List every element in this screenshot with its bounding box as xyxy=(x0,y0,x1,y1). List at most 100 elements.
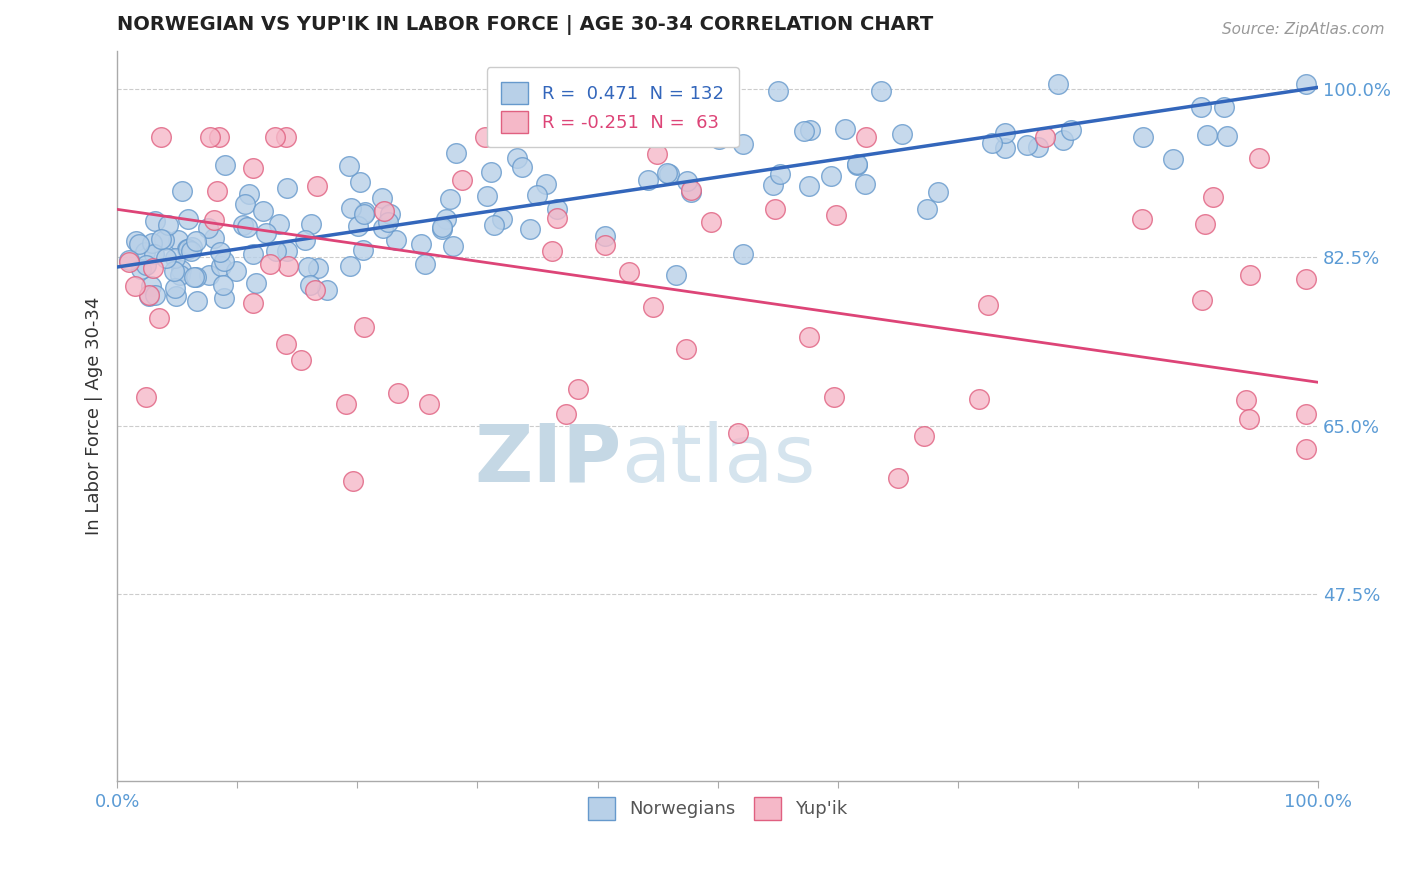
Point xyxy=(242,161,264,175)
Point xyxy=(143,288,166,302)
Point xyxy=(138,288,160,302)
Point xyxy=(232,218,254,232)
Point xyxy=(593,238,616,252)
Point xyxy=(637,173,659,187)
Point xyxy=(212,278,235,293)
Point xyxy=(409,237,432,252)
Point xyxy=(657,166,679,180)
Point xyxy=(1060,123,1083,137)
Point xyxy=(274,130,297,145)
Point xyxy=(184,235,207,249)
Point xyxy=(430,222,453,236)
Point xyxy=(138,289,160,303)
Point xyxy=(681,183,703,197)
Point xyxy=(845,157,868,171)
Point xyxy=(208,130,231,145)
Point xyxy=(1052,133,1074,147)
Point xyxy=(707,132,730,146)
Point xyxy=(825,208,848,222)
Point xyxy=(1026,139,1049,153)
Point xyxy=(184,270,207,285)
Point xyxy=(994,140,1017,154)
Point xyxy=(149,232,172,246)
Point xyxy=(169,268,191,283)
Point xyxy=(209,244,232,259)
Point xyxy=(236,219,259,234)
Point xyxy=(679,185,702,199)
Point xyxy=(1202,190,1225,204)
Point xyxy=(526,187,548,202)
Point xyxy=(665,268,688,283)
Point xyxy=(256,226,278,240)
Point xyxy=(198,268,221,282)
Point xyxy=(617,265,640,279)
Point xyxy=(135,258,157,272)
Point xyxy=(373,220,395,235)
Point xyxy=(444,146,467,161)
Point xyxy=(214,158,236,172)
Point xyxy=(700,215,723,229)
Point xyxy=(354,205,377,219)
Point xyxy=(118,255,141,269)
Text: atlas: atlas xyxy=(621,421,815,499)
Point xyxy=(519,222,541,236)
Point xyxy=(165,288,187,302)
Point xyxy=(418,397,440,411)
Point xyxy=(536,177,558,191)
Point xyxy=(870,84,893,98)
Point xyxy=(298,278,321,293)
Point xyxy=(263,130,285,145)
Point xyxy=(163,251,186,265)
Point xyxy=(1046,78,1069,92)
Point xyxy=(547,211,569,225)
Point xyxy=(1035,130,1057,145)
Point xyxy=(353,319,375,334)
Point xyxy=(143,214,166,228)
Point xyxy=(799,330,821,344)
Point xyxy=(125,234,148,248)
Point xyxy=(238,186,260,201)
Point xyxy=(276,181,298,195)
Point xyxy=(378,207,401,221)
Point xyxy=(385,233,408,247)
Point xyxy=(307,179,329,194)
Text: ZIP: ZIP xyxy=(474,421,621,499)
Point xyxy=(294,233,316,247)
Point xyxy=(141,235,163,250)
Point xyxy=(157,218,180,232)
Point xyxy=(353,207,375,221)
Point xyxy=(183,269,205,284)
Point xyxy=(554,407,576,421)
Point xyxy=(1194,217,1216,231)
Point xyxy=(163,264,186,278)
Point xyxy=(198,130,221,145)
Point xyxy=(180,244,202,258)
Point xyxy=(479,165,502,179)
Point xyxy=(510,160,533,174)
Text: Source: ZipAtlas.com: Source: ZipAtlas.com xyxy=(1222,22,1385,37)
Point xyxy=(202,231,225,245)
Point xyxy=(347,219,370,233)
Point xyxy=(823,390,845,404)
Point xyxy=(150,130,173,145)
Point xyxy=(994,126,1017,140)
Point xyxy=(1295,407,1317,421)
Point xyxy=(269,218,291,232)
Point xyxy=(266,244,288,259)
Point xyxy=(242,247,264,261)
Point xyxy=(641,300,664,314)
Point xyxy=(139,279,162,293)
Point xyxy=(143,247,166,261)
Point xyxy=(353,243,375,257)
Point xyxy=(134,244,156,259)
Point xyxy=(186,293,208,308)
Point xyxy=(477,189,499,203)
Point xyxy=(166,233,188,247)
Point xyxy=(377,215,399,229)
Point xyxy=(373,204,395,219)
Point xyxy=(124,278,146,293)
Point xyxy=(181,240,204,254)
Point xyxy=(1191,100,1213,114)
Point xyxy=(153,233,176,247)
Point xyxy=(1163,152,1185,166)
